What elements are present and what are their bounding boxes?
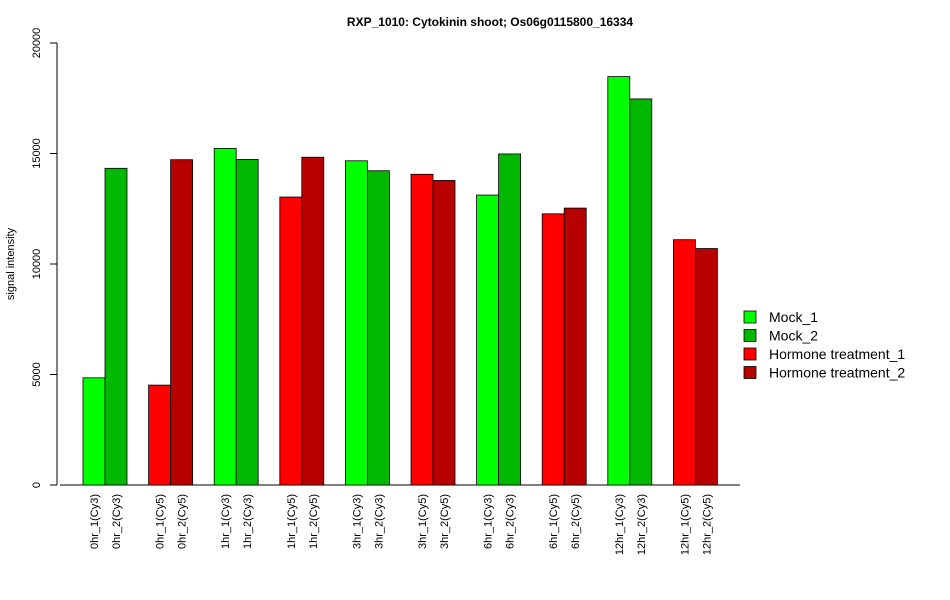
legend-swatch [743, 310, 757, 324]
bar [673, 239, 696, 486]
x-tick-label: 1hr_2(Cy5) [308, 494, 320, 549]
bar [301, 156, 325, 486]
x-tick-label: 1hr_1(Cy5) [286, 494, 298, 549]
bars-group [82, 76, 718, 486]
x-tick-label: 12hr_2(Cy3) [636, 494, 648, 555]
y-tick-label: 5000 [31, 362, 43, 386]
bar [82, 377, 106, 486]
legend-swatch [743, 366, 757, 379]
legend-label: Hormone treatment_1 [769, 346, 905, 362]
y-tick-label: 15000 [31, 138, 43, 169]
x-tick-label: 3hr_1(Cy5) [417, 494, 429, 549]
bar [410, 173, 434, 486]
bar [344, 160, 368, 486]
y-tick-label: 0 [31, 482, 43, 488]
bar [629, 98, 653, 486]
bar [695, 248, 718, 486]
x-tick-label: 0hr_2(Cy3) [111, 494, 123, 549]
y-axis-label: signal intensity [5, 227, 17, 300]
bar [235, 159, 259, 486]
legend: Mock_1 Mock_2 Hormone treatment_1 Hormone t… [743, 309, 905, 381]
legend-label: Hormone treatment_2 [769, 365, 905, 381]
x-tick-label: 0hr_2(Cy5) [177, 494, 189, 549]
x-tick-label: 6hr_1(Cy5) [548, 494, 560, 549]
x-tick-label: 3hr_2(Cy5) [439, 494, 451, 549]
y-tick-label: 10000 [31, 249, 43, 280]
bar [279, 196, 303, 486]
bar [170, 159, 194, 486]
x-tick-label: 6hr_2(Cy5) [570, 494, 582, 549]
bar [476, 194, 500, 486]
bar [104, 167, 128, 486]
bar [563, 207, 587, 486]
chart-title: RXP_1010: Cytokinin shoot; Os06g0115800_… [347, 15, 633, 29]
x-tick-label: 12hr_2(Cy5) [701, 494, 713, 555]
x-tick-label: 1hr_2(Cy3) [242, 494, 254, 549]
bar [366, 170, 390, 486]
bar [148, 384, 172, 486]
legend-swatch [743, 329, 757, 342]
x-tick-label: 3hr_1(Cy3) [351, 494, 363, 549]
x-tick-label: 3hr_2(Cy3) [373, 494, 385, 549]
bar [498, 153, 522, 486]
legend-swatch [743, 347, 757, 361]
x-tick-label: 6hr_1(Cy3) [483, 494, 495, 549]
y-tick-label: 20000 [31, 28, 43, 59]
legend-label: Mock_1 [769, 309, 818, 325]
bar [607, 76, 631, 486]
bar [541, 213, 565, 486]
x-tick-label: 12hr_1(Cy3) [614, 494, 626, 555]
legend-label: Mock_2 [769, 328, 818, 344]
category-labels: 0hr_1(Cy3) 0hr_2(Cy3) 0hr_1(Cy5) 0hr_2(Cy5)… [89, 494, 713, 555]
x-tick-label: 0hr_1(Cy5) [155, 494, 167, 549]
x-tick-label: 12hr_1(Cy5) [679, 494, 691, 555]
x-tick-label: 6hr_2(Cy3) [505, 494, 517, 549]
x-tick-label: 0hr_1(Cy3) [89, 494, 101, 549]
bar [213, 148, 237, 486]
x-tick-label: 1hr_1(Cy3) [220, 494, 232, 549]
y-axis: 0 5000 10000 15000 20000 [31, 28, 58, 488]
bar [432, 180, 456, 486]
